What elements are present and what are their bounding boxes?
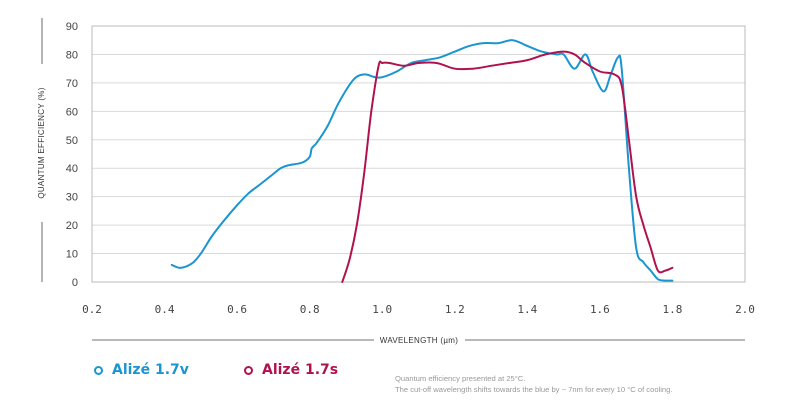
x-tick-label: 2.0 [735,303,755,316]
x-tick-label: 1.2 [445,303,465,316]
x-tick-label: 0.4 [155,303,175,316]
series-lines [170,39,674,283]
x-tick-label: 1.8 [663,303,683,316]
y-tick-label: 40 [66,163,78,175]
plot-frame [91,25,746,283]
legend-label-alize-17v: Alizé 1.7v [112,362,189,378]
series-line-alize-17v [170,39,674,282]
x-tick-labels: 0.2 0.4 0.6 0.8 1.0 1.2 1.4 1.6 1.8 2.0 [82,303,755,316]
y-tick-label: 70 [66,78,78,90]
x-tick-label: 1.6 [590,303,610,316]
y-tick-labels: 0 10 20 30 40 50 60 70 80 90 [66,21,78,289]
x-axis-title: WAVELENGTH (µm) [380,336,458,345]
footnote-line-1: Quantum efficiency presented at 25°C. [395,374,526,383]
x-tick-label: 0.6 [227,303,247,316]
y-tick-label: 10 [66,249,78,261]
footnote-line-2: The cut-off wavelength shifts towards th… [395,385,673,394]
x-tick-label: 1.0 [372,303,392,316]
legend-item-alize-17s: Alizé 1.7s [244,362,338,378]
y-tick-label: 80 [66,49,78,61]
legend-marker-alize-17s [244,365,253,375]
y-tick-label: 90 [66,21,78,33]
legend-label-alize-17s: Alizé 1.7s [262,362,339,378]
y-axis-title: QUANTUM EFFICIENCY (%) [37,87,46,198]
y-tick-label: 50 [66,135,78,147]
x-tick-label: 1.4 [517,303,537,316]
footnote: Quantum efficiency presented at 25°C. Th… [395,373,672,395]
y-tick-label: 20 [66,220,78,232]
legend-marker-alize-17v [94,365,103,375]
y-tick-label: 60 [66,106,78,118]
y-tick-label: 0 [72,277,78,289]
x-tick-label: 0.8 [300,303,320,316]
y-tick-label: 30 [66,192,78,204]
grid-lines [92,25,745,283]
legend-item-alize-17v: Alizé 1.7v [94,362,189,378]
x-tick-label: 0.2 [82,303,102,316]
series-line-alize-17s [341,50,674,283]
